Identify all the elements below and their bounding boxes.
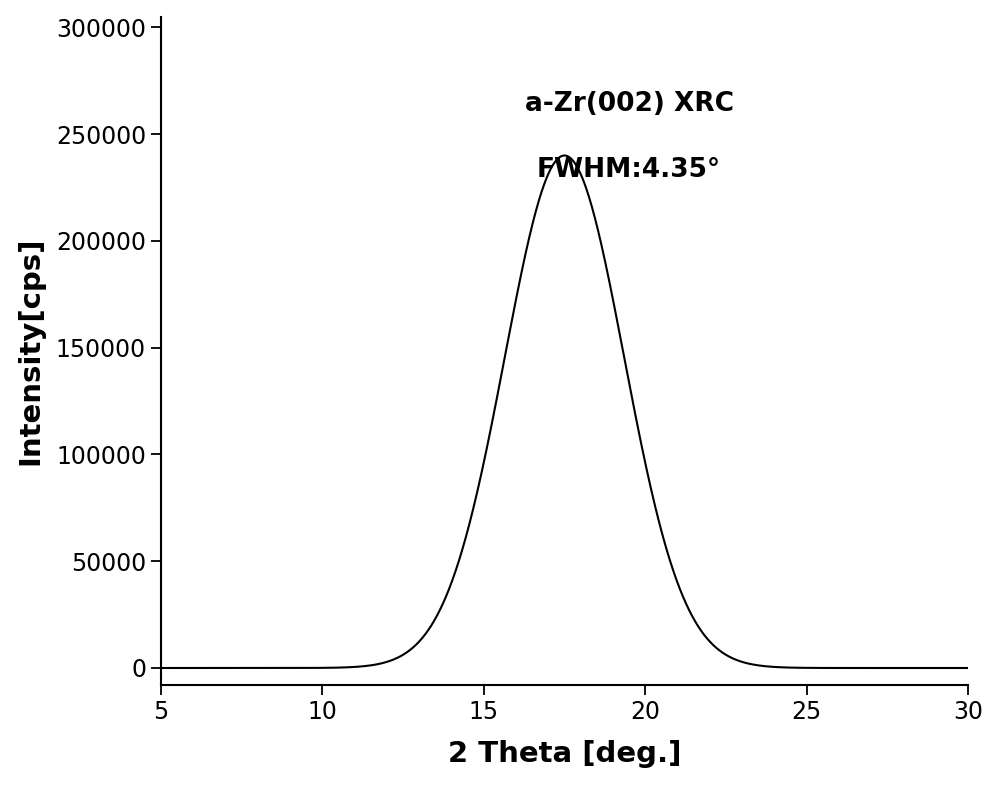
- X-axis label: 2 Theta [deg.]: 2 Theta [deg.]: [448, 740, 681, 769]
- Text: FWHM:4.35°: FWHM:4.35°: [537, 158, 721, 184]
- Text: a-Zr(002) XRC: a-Zr(002) XRC: [525, 90, 734, 116]
- Y-axis label: Intensity[cps]: Intensity[cps]: [17, 236, 45, 466]
